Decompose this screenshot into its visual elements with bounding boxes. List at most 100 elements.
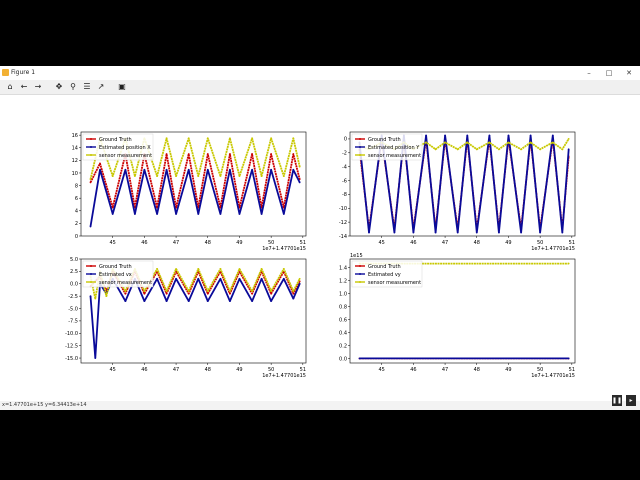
data-point [456,231,459,234]
legend-marker [90,265,92,267]
x-tick-label: 47 [442,240,448,246]
status-bar: x=1.47701e+15 y=6.34413e+14 [0,401,640,410]
data-point [520,231,523,234]
data-point [498,148,500,151]
data-point [165,290,168,293]
edit-axis-icon[interactable]: ↗ [97,82,105,91]
data-point [368,231,370,234]
data-point [156,277,158,280]
data-point [488,141,491,144]
data-point [561,231,564,234]
data-point [498,231,500,234]
save-icon[interactable]: ▣ [118,82,126,91]
x-tick-label: 50 [537,367,543,373]
x-tick-label: 47 [173,240,179,246]
x-tick-label: 49 [505,240,511,246]
x-tick-label: 48 [474,240,480,246]
back-icon[interactable]: ← [20,82,28,91]
figure-canvas[interactable]: 45 46 47 48 49 50 51 0 2 4 6 8 10 12 14 16 1e7+1.47701e1… [0,95,640,401]
y-tick-label: 0.0 [70,282,78,288]
zoom-icon[interactable]: ⚲ [70,82,76,91]
x-tick-label: 48 [205,240,211,246]
pan-icon[interactable]: ✥ [55,82,63,91]
data-point [165,168,168,171]
data-point [251,153,254,155]
data-point [206,300,209,302]
data-point [187,153,190,155]
data-point [520,148,523,151]
data-point [124,168,127,171]
x-tick-label: 46 [410,367,416,373]
x-tick-label: 46 [141,240,147,246]
data-point [292,153,295,155]
legend: Ground Truth Estimated vx sensor measureme… [82,260,154,288]
x-tick-label: 46 [141,367,147,373]
data-point [529,141,532,144]
legend-label: sensor measurement [368,153,421,159]
x-tick-label: 48 [205,367,211,373]
x-tick-label: 50 [268,367,274,373]
configure-subplots-icon[interactable]: ☰ [83,82,91,91]
data-point [187,292,190,295]
data-point [165,300,168,302]
data-point [292,168,295,171]
data-point [282,277,285,280]
legend-label: sensor measurement [99,280,152,286]
legend-label: Ground Truth [368,264,401,270]
data-point [187,168,190,171]
data-point [206,168,209,171]
data-point [197,268,200,270]
data-point [229,168,231,171]
legend: Ground Truth Estimated vy sensor measureme… [351,260,423,288]
y-tick-label: -14 [339,234,347,240]
data-point [143,292,146,295]
data-point [567,138,570,140]
close-button[interactable]: ✕ [626,69,632,77]
x-tick-label: 45 [379,367,385,373]
x-tick-label: 46 [410,240,416,246]
data-point [270,290,273,293]
legend-marker [90,138,92,140]
x-tick-label: 47 [442,367,448,373]
x-tick-label: 50 [537,240,543,246]
y-tick-label: 5.0 [70,257,78,263]
y-tick-label: 1.0 [339,291,347,297]
data-point [298,277,301,280]
minimize-button[interactable]: – [587,69,591,77]
y-tick-label: 12 [72,158,78,164]
x-tick-label: 45 [379,240,385,246]
data-point [444,141,446,144]
pause-icon[interactable]: ❚❚ [612,395,623,406]
legend-marker [359,273,361,275]
y-tick-label: 8 [75,183,78,189]
data-point [111,213,114,215]
x-tick-label: 49 [236,240,242,246]
data-point [89,178,92,181]
y-tick-label: 0.4 [339,330,347,336]
x-offset-label: 1e7+1.47701e15 [262,246,306,252]
y-tick-label: -5.0 [68,306,78,312]
figure-window: Figure 1 – □ ✕ ⌂ ← → ✥ ⚲ ☰ ↗ ▣ 45 46 47 48 4… [0,66,640,410]
data-point [89,225,92,228]
data-point [475,231,478,234]
cursor-coordinates: x=1.47701e+15 y=6.34413e+14 [2,402,87,408]
data-point [425,141,427,144]
forward-icon[interactable]: → [34,82,42,91]
y-tick-label: 2.5 [70,269,78,275]
data-point [270,168,273,171]
data-point [260,213,263,215]
x-tick-label: 45 [110,367,116,373]
data-point [175,268,177,270]
data-point [156,213,158,215]
legend: Ground Truth Estimated position Y sensor m… [351,133,423,161]
data-point [143,300,146,302]
next-icon[interactable]: ▸ [626,395,636,406]
data-point [156,175,158,178]
maximize-button[interactable]: □ [605,69,613,77]
data-point [412,231,415,234]
subplot-bottom-right: 45 46 47 48 49 50 510.00.20.40.60.81.01.21.41e… [339,253,576,379]
data-point [229,300,231,302]
window-title: Figure 1 [11,69,36,76]
y-tick-label: 6 [75,196,78,202]
home-icon[interactable]: ⌂ [7,82,13,91]
